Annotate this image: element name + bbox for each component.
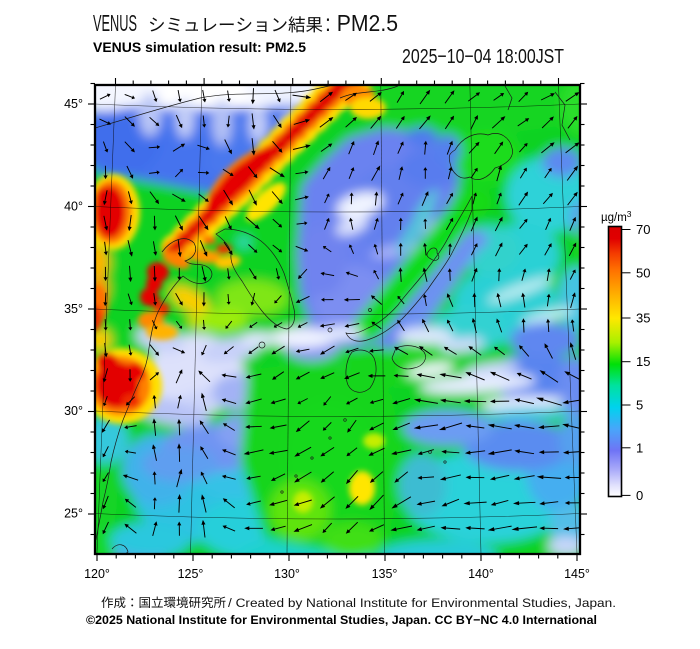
svg-text:45°: 45° xyxy=(64,97,83,111)
svg-text:50: 50 xyxy=(636,265,650,280)
svg-text:25°: 25° xyxy=(64,506,83,520)
svg-text:µg/m3: µg/m3 xyxy=(601,209,632,224)
svg-text:35°: 35° xyxy=(64,302,83,316)
svg-text:35: 35 xyxy=(636,311,650,326)
svg-text:: PM2.5: : PM2.5 xyxy=(325,10,398,36)
svg-text:140°: 140° xyxy=(468,567,494,581)
svg-text:VENUS simulation result: PM2.5: VENUS simulation result: PM2.5 xyxy=(93,39,306,55)
svg-text:125°: 125° xyxy=(178,567,204,581)
svg-text:40°: 40° xyxy=(64,199,83,213)
svg-text:1: 1 xyxy=(636,440,643,455)
svg-text:0: 0 xyxy=(636,488,643,503)
svg-text:VENUS: VENUS xyxy=(93,10,137,36)
svg-text:/ Created by National Institut: / Created by National Institute for Envi… xyxy=(228,596,616,610)
svg-text:15: 15 xyxy=(636,354,650,369)
svg-text:120°: 120° xyxy=(84,567,110,581)
svg-text:2025−10−04 18:00JST: 2025−10−04 18:00JST xyxy=(402,45,564,68)
svg-text:30°: 30° xyxy=(64,404,83,418)
svg-text:145°: 145° xyxy=(564,567,590,581)
svg-text:70: 70 xyxy=(636,222,650,237)
svg-text:©2025 National Institute for E: ©2025 National Institute for Environment… xyxy=(86,613,597,627)
svg-text:130°: 130° xyxy=(274,567,300,581)
svg-text:135°: 135° xyxy=(372,567,398,581)
svg-text:5: 5 xyxy=(636,398,643,413)
